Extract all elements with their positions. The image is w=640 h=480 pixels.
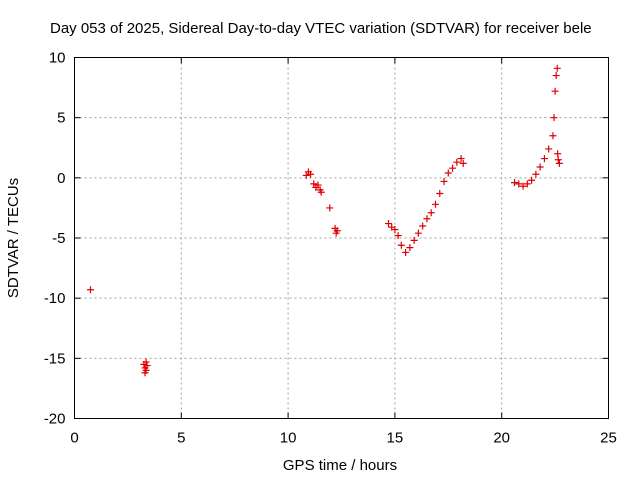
- grid-lines: [74, 57, 609, 419]
- y-tick-labels: -20 -15 -10 -5 0 5 10: [44, 50, 66, 428]
- x-tick-label: 0: [70, 430, 78, 447]
- data-point: [391, 226, 399, 234]
- data-point: [528, 176, 536, 184]
- data-point: [440, 177, 448, 185]
- data-point: [444, 169, 452, 177]
- data-point: [554, 156, 562, 164]
- data-point: [307, 170, 315, 178]
- y-axis-label: SDTVAR / TECUs: [5, 178, 22, 298]
- data-point: [552, 72, 560, 80]
- data-point: [397, 241, 405, 249]
- x-tick-labels: 0 5 10 15 20 25: [70, 430, 617, 447]
- y-tick-label: 10: [49, 50, 66, 67]
- data-point: [515, 180, 523, 188]
- y-tick-label: 0: [57, 170, 65, 187]
- axis-ticks: [74, 57, 609, 419]
- data-point: [141, 369, 149, 377]
- y-tick-label: -15: [44, 350, 66, 367]
- data-point: [555, 159, 563, 167]
- data-point: [326, 204, 334, 212]
- data-point: [459, 159, 467, 167]
- y-tick-label: -5: [52, 230, 65, 247]
- data-point: [317, 188, 325, 196]
- data-point: [414, 229, 422, 237]
- x-tick-label: 15: [387, 430, 404, 447]
- data-point: [449, 164, 457, 172]
- x-tick-label: 10: [280, 430, 297, 447]
- data-point: [384, 220, 392, 228]
- data-point: [314, 181, 322, 189]
- data-point: [519, 182, 527, 190]
- y-tick-label: 5: [57, 110, 65, 127]
- data-point: [142, 358, 150, 366]
- x-tick-label: 5: [177, 430, 185, 447]
- x-tick-label: 25: [600, 430, 617, 447]
- data-point: [419, 222, 427, 230]
- data-point: [536, 163, 544, 171]
- data-point: [423, 215, 431, 223]
- data-point: [431, 200, 439, 208]
- chart-title: Day 053 of 2025, Sidereal Day-to-day VTE…: [50, 20, 592, 37]
- data-point: [436, 189, 444, 197]
- y-tick-label: -20: [44, 411, 66, 428]
- data-point: [523, 180, 531, 188]
- data-point: [457, 155, 465, 163]
- data-point: [310, 180, 318, 188]
- x-axis-label: GPS time / hours: [283, 457, 397, 474]
- data-point: [553, 64, 561, 72]
- data-point: [545, 145, 553, 153]
- y-tick-label: -10: [44, 290, 66, 307]
- data-point: [402, 248, 410, 256]
- data-point: [511, 179, 519, 187]
- data-points: [87, 64, 563, 377]
- data-point: [551, 87, 559, 95]
- data-point: [532, 170, 540, 178]
- data-point: [554, 150, 562, 158]
- data-point: [549, 132, 557, 140]
- data-point: [410, 236, 418, 244]
- data-point: [406, 244, 414, 252]
- data-point: [394, 232, 402, 240]
- data-point: [550, 114, 558, 122]
- data-point: [87, 286, 95, 294]
- data-point: [143, 362, 151, 370]
- data-point: [302, 171, 310, 179]
- data-point: [333, 227, 341, 235]
- x-tick-label: 20: [493, 430, 510, 447]
- data-point: [453, 158, 461, 166]
- data-point: [427, 209, 435, 217]
- data-point: [540, 155, 548, 163]
